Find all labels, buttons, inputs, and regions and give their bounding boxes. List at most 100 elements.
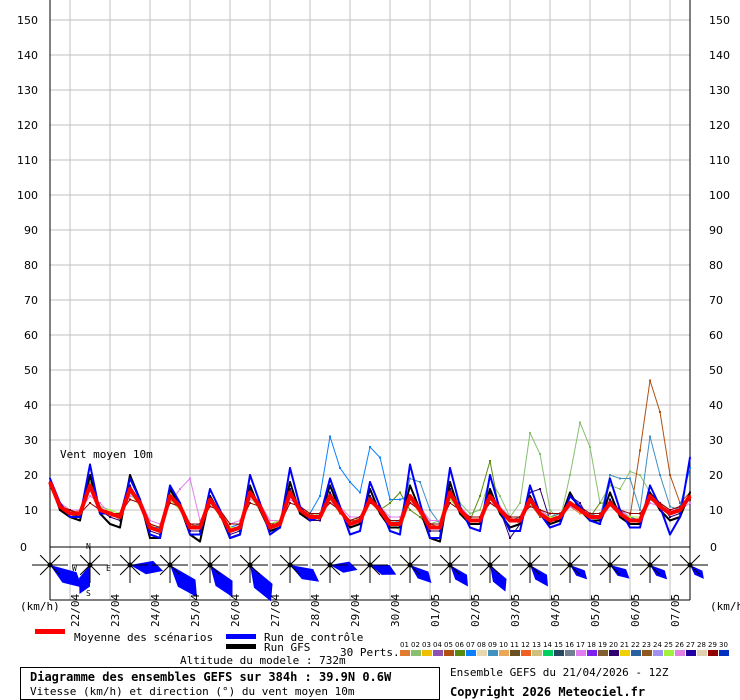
- member-point-29: [549, 512, 551, 515]
- member-point-20: [429, 530, 431, 532]
- member-point-02: [469, 512, 471, 515]
- pert-id-label: 04: [433, 641, 442, 649]
- member-point-06: [489, 460, 491, 462]
- member-point-29: [509, 516, 511, 518]
- series-point-mean: [569, 502, 571, 504]
- pert-color-swatch: [411, 650, 421, 656]
- member-point-02: [549, 509, 551, 511]
- series-point-mean: [619, 512, 621, 515]
- member-point-05: [659, 411, 661, 413]
- y-tick-label-left: 120: [17, 119, 38, 132]
- member-point-06: [399, 491, 401, 494]
- pert-id-label: 08: [477, 641, 486, 649]
- y-tick-label-left: 110: [17, 154, 38, 167]
- zero-label-right: 0: [710, 541, 717, 554]
- member-point-09: [619, 477, 621, 480]
- wind-rose: [112, 547, 164, 583]
- rose-center: [567, 562, 573, 568]
- x-tick-label: 03/05: [509, 594, 522, 627]
- y-tick-label-left: 50: [24, 364, 38, 377]
- member-point-29: [639, 512, 641, 515]
- pert-id-label: 21: [620, 641, 629, 649]
- member-point-29: [389, 519, 391, 522]
- rose-center: [607, 562, 613, 568]
- y-tick-label-left: 150: [17, 14, 38, 27]
- series-point-mean: [629, 519, 631, 522]
- y-axis: 10 10 20 20 30 30 40 40 50 50 60 60 70 70 80 80 90 90 100 1…: [17, 14, 730, 517]
- member-point-20: [109, 516, 111, 518]
- wind-rose: [512, 547, 548, 587]
- member-point-29: [89, 502, 91, 504]
- member-point-17: [129, 495, 131, 497]
- series-point-mean: [129, 488, 131, 490]
- member-point-07: [359, 491, 361, 494]
- series-point-control: [519, 530, 521, 532]
- pert-id-label: 10: [499, 641, 508, 649]
- y-tick-label-left: 60: [24, 329, 38, 342]
- pert-color-swatch: [565, 650, 575, 656]
- series-point-control: [239, 533, 241, 536]
- series-point-mean: [639, 519, 641, 522]
- member-point-29: [599, 512, 601, 515]
- member-point-29: [129, 498, 131, 501]
- series-point-mean: [509, 519, 511, 522]
- series-point-mean: [469, 519, 471, 522]
- pert-id-label: 14: [543, 641, 552, 649]
- series-point-mean: [689, 495, 691, 497]
- member-point-07: [379, 456, 381, 459]
- member-point-20: [369, 495, 371, 497]
- series-point-mean: [139, 502, 141, 504]
- legend-gfs-label: Run GFS: [264, 641, 310, 654]
- series-point-gfs: [449, 481, 451, 483]
- member-point-02: [529, 432, 531, 434]
- main-lines: [48, 456, 692, 543]
- member-point-29: [489, 502, 491, 504]
- series-point-mean: [449, 491, 451, 494]
- pert-color-swatch: [675, 650, 685, 656]
- series-point-mean: [169, 495, 171, 497]
- series-point-control: [609, 477, 611, 480]
- pert-id-label: 27: [686, 641, 695, 649]
- series-point-mean: [349, 523, 351, 525]
- pert-id-label: 30: [719, 641, 728, 649]
- pert-color-swatch: [510, 650, 520, 656]
- pert-color-swatch: [620, 650, 630, 656]
- series-point-gfs: [569, 491, 571, 494]
- legend-mean-label: Moyenne des scénarios: [74, 631, 213, 644]
- member-point-02: [539, 453, 541, 455]
- series-point-control: [309, 519, 311, 522]
- member-point-29: [229, 523, 231, 525]
- wind-rose: [632, 547, 668, 583]
- x-tick-label: 27/04: [269, 594, 282, 627]
- member-point-09: [429, 509, 431, 511]
- member-point-17: [199, 519, 201, 522]
- member-point-17: [189, 477, 191, 480]
- series-point-mean: [559, 516, 561, 518]
- member-point-02: [479, 509, 481, 511]
- member-point-20: [229, 533, 231, 536]
- series-point-gfs: [199, 540, 201, 543]
- series-point-control: [229, 537, 231, 539]
- wind-rose: [192, 547, 233, 598]
- series-point-gfs: [109, 523, 111, 525]
- member-point-05: [679, 502, 681, 504]
- y-tick-label-right: 40: [709, 399, 723, 412]
- pert-color-swatch: [642, 650, 652, 656]
- copyright: Copyright 2026 Meteociel.fr: [450, 685, 645, 699]
- series-point-control: [159, 537, 161, 539]
- member-point-07: [389, 498, 391, 501]
- member-point-07: [319, 495, 321, 497]
- wind-direction-wedge: [330, 561, 358, 573]
- series-point-mean: [299, 509, 301, 511]
- member-point-29: [669, 509, 671, 511]
- series-point-mean: [409, 495, 411, 497]
- pert-id-label: 20: [609, 641, 618, 649]
- series-point-gfs: [329, 484, 331, 487]
- pert-id-label: 02: [411, 641, 420, 649]
- wind-rose: [472, 547, 508, 592]
- member-point-29: [209, 505, 211, 508]
- x-tick-label: 28/04: [309, 594, 322, 627]
- pert-color-swatch: [444, 650, 454, 656]
- wind-rose: [152, 547, 197, 598]
- series-point-control: [249, 474, 251, 476]
